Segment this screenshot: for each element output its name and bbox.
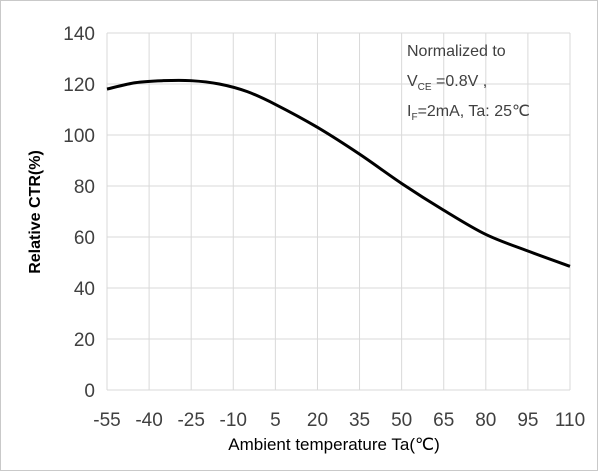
x-tick-label: 80 (475, 410, 496, 431)
x-tick-label: -40 (135, 410, 162, 431)
y-tick-label: 80 (74, 177, 95, 198)
tick-labels: 0 20 40 60 80 100 120 140 -55 -40 -25 -10 5 20 35 50 65 8… (63, 24, 585, 431)
x-tick-label: 65 (433, 410, 454, 431)
x-tick-label: 20 (307, 410, 328, 431)
series-line (106, 78, 571, 268)
x-tick-label: 95 (517, 410, 538, 431)
y-tick-label: 120 (63, 75, 95, 96)
y-tick-label: 60 (74, 228, 95, 249)
annotation-line-3: IF=2mA, Ta: 25℃ (407, 103, 530, 123)
y-tick-label: 100 (63, 126, 95, 147)
y-tick-label: 20 (74, 330, 95, 351)
x-tick-label: 5 (270, 410, 281, 431)
series-group (106, 78, 571, 268)
grid (106, 32, 571, 391)
y-tick-label: 0 (84, 381, 95, 402)
annotation-line-2: VCE =0.8V , (407, 73, 487, 93)
x-tick-label: -55 (93, 410, 120, 431)
y-axis-title: Relative CTR(%) (27, 150, 44, 274)
x-tick-label: -10 (220, 410, 247, 431)
y-tick-label: 140 (63, 24, 95, 45)
x-tick-label: 35 (349, 410, 370, 431)
x-tick-label: 110 (555, 410, 585, 431)
x-tick-label: 50 (391, 410, 412, 431)
annotation: Normalized to VCE =0.8V , IF=2mA, Ta: 25… (407, 43, 530, 123)
x-tick-label: -25 (177, 410, 204, 431)
annotation-line-1: Normalized to (407, 43, 506, 60)
x-axis-title: Ambient temperature Ta(℃) (228, 435, 440, 454)
y-tick-label: 40 (74, 279, 95, 300)
